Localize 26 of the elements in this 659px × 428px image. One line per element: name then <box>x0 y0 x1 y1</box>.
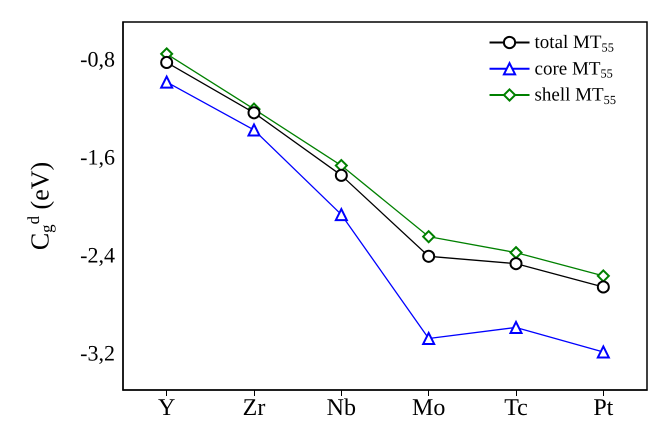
point <box>510 246 522 260</box>
x-tick-label: Nb <box>326 395 356 421</box>
point <box>248 106 260 120</box>
point <box>248 123 260 136</box>
point <box>510 257 522 270</box>
point <box>422 250 436 263</box>
point <box>596 269 610 282</box>
x-tick-label: Mo <box>412 395 446 421</box>
x-tick-label: Pt <box>593 395 614 421</box>
point <box>596 280 610 294</box>
point <box>510 320 522 334</box>
y-tick-label: -0,8 <box>80 46 115 72</box>
point <box>422 230 436 244</box>
x-tick-label: Y <box>158 395 176 421</box>
point <box>596 345 610 358</box>
point <box>334 208 348 222</box>
point <box>422 332 436 345</box>
y-tick-label: -2,4 <box>80 242 115 268</box>
x-tick-label: Tc <box>504 395 528 421</box>
point <box>160 56 174 69</box>
point <box>160 76 174 89</box>
y-tick-label: -3,2 <box>80 340 115 366</box>
point <box>334 168 348 182</box>
y-axis-title: Cgd (eV) <box>24 162 56 250</box>
x-tick-label: Zr <box>242 395 266 421</box>
y-tick-label: -1,6 <box>80 144 115 170</box>
